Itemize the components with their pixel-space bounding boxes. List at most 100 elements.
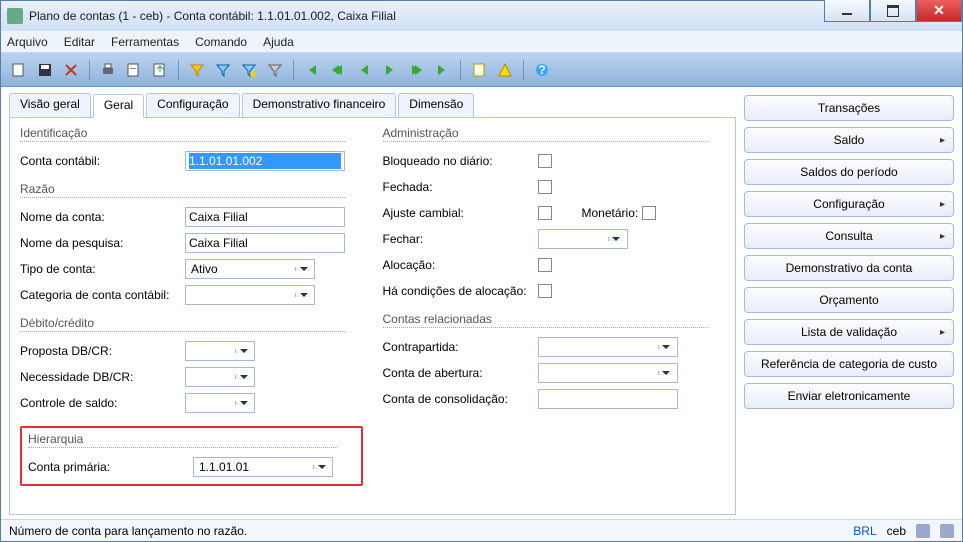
label-fechar: Fechar: — [383, 232, 538, 246]
delete-icon[interactable] — [61, 60, 81, 80]
legend-identificacao: Identificação — [20, 126, 345, 142]
button-saldos-periodo[interactable]: Saldos do período — [744, 159, 954, 185]
new-icon[interactable] — [9, 60, 29, 80]
next-icon[interactable] — [406, 60, 426, 80]
tab-dimensao[interactable]: Dimensão — [398, 93, 474, 117]
save-icon[interactable] — [35, 60, 55, 80]
tab-strip: Visão geral Geral Configuração Demonstra… — [9, 93, 736, 117]
menu-ajuda[interactable]: Ajuda — [263, 35, 294, 49]
select-contrapartida[interactable] — [538, 337, 678, 357]
select-tipo-conta[interactable]: Ativo — [185, 259, 315, 279]
legend-debcred: Débito/crédito — [20, 316, 345, 332]
button-ref-categoria[interactable]: Referência de categoria de custo — [744, 351, 954, 377]
tab-configuracao[interactable]: Configuração — [146, 93, 239, 117]
input-nome-conta[interactable] — [185, 207, 345, 227]
label-proposta: Proposta DB/CR: — [20, 344, 185, 358]
tab-demonstrativo[interactable]: Demonstrativo financeiro — [242, 93, 397, 117]
left-pane: Visão geral Geral Configuração Demonstra… — [9, 93, 736, 515]
preview-icon[interactable] — [124, 60, 144, 80]
filter2-icon[interactable] — [213, 60, 233, 80]
group-debito-credito: Débito/crédito Proposta DB/CR: Necessida… — [20, 316, 363, 416]
legend-contasrel: Contas relacionadas — [383, 312, 708, 328]
checkbox-cond-alocacao[interactable] — [538, 284, 552, 298]
status-bar: Número de conta para lançamento no razão… — [1, 519, 962, 541]
last-icon[interactable] — [432, 60, 452, 80]
title-bar: Plano de contas (1 - ceb) - Conta contáb… — [1, 1, 962, 31]
label-conta: Conta contábil: — [20, 154, 185, 168]
filter1-icon[interactable] — [187, 60, 207, 80]
fwd-icon[interactable] — [380, 60, 400, 80]
label-abertura: Conta de abertura: — [383, 366, 538, 380]
app-icon — [7, 8, 23, 24]
legend-razao: Razão — [20, 182, 345, 198]
legend-hierarquia: Hierarquia — [28, 432, 338, 448]
doc-icon[interactable] — [469, 60, 489, 80]
tab-visao-geral[interactable]: Visão geral — [9, 93, 91, 117]
label-categoria: Categoria de conta contábil: — [20, 288, 185, 302]
legend-admin: Administração — [383, 126, 708, 142]
checkbox-monetario[interactable] — [642, 206, 656, 220]
help-icon[interactable]: ? — [532, 60, 552, 80]
close-button[interactable]: ✕ — [916, 0, 962, 22]
prev-icon[interactable] — [328, 60, 348, 80]
checkbox-alocacao[interactable] — [538, 258, 552, 272]
group-identificacao: Identificação Conta contábil: — [20, 126, 363, 174]
button-configuracao[interactable]: Configuração — [744, 191, 954, 217]
button-orcamento[interactable]: Orçamento — [744, 287, 954, 313]
menu-arquivo[interactable]: Arquivo — [7, 35, 48, 49]
select-proposta[interactable] — [185, 341, 255, 361]
status-icon-1 — [916, 524, 930, 538]
tab-geral[interactable]: Geral — [93, 94, 144, 118]
export-icon[interactable] — [150, 60, 170, 80]
menu-editar[interactable]: Editar — [64, 35, 95, 49]
menu-bar: Arquivo Editar Ferramentas Comando Ajuda — [1, 31, 962, 53]
input-consolidacao[interactable] — [538, 389, 678, 409]
button-demonstrativo-conta[interactable]: Demonstrativo da conta — [744, 255, 954, 281]
menu-ferramentas[interactable]: Ferramentas — [111, 35, 179, 49]
status-company: ceb — [887, 524, 906, 538]
group-contas-relacionadas: Contas relacionadas Contrapartida: Conta… — [383, 312, 726, 412]
checkbox-ajuste[interactable] — [538, 206, 552, 220]
label-nome-pesquisa: Nome da pesquisa: — [20, 236, 185, 250]
back-icon[interactable] — [354, 60, 374, 80]
menu-comando[interactable]: Comando — [195, 35, 247, 49]
maximize-button[interactable] — [870, 0, 916, 22]
select-conta-primaria[interactable]: 1.1.01.01 — [193, 457, 333, 477]
label-necessidade: Necessidade DB/CR: — [20, 370, 185, 384]
input-nome-pesquisa[interactable] — [185, 233, 345, 253]
group-administracao: Administração Bloqueado no diário: Fecha… — [383, 126, 726, 304]
filter3-icon[interactable] — [239, 60, 259, 80]
label-alocacao: Alocação: — [383, 258, 538, 272]
label-fechada: Fechada: — [383, 180, 538, 194]
label-ajuste: Ajuste cambial: — [383, 206, 538, 220]
select-categoria[interactable] — [185, 285, 315, 305]
select-abertura[interactable] — [538, 363, 678, 383]
main-area: Visão geral Geral Configuração Demonstra… — [1, 87, 962, 519]
button-enviar-eletronica[interactable]: Enviar eletronicamente — [744, 383, 954, 409]
toolbar: ? — [1, 53, 962, 87]
filter4-icon[interactable] — [265, 60, 285, 80]
print-icon[interactable] — [98, 60, 118, 80]
checkbox-bloqueado[interactable] — [538, 154, 552, 168]
label-contrapartida: Contrapartida: — [383, 340, 538, 354]
label-cond-alocacao: Há condições de alocação: — [383, 284, 538, 298]
button-transacoes[interactable]: Transações — [744, 95, 954, 121]
input-conta-contabil[interactable] — [185, 151, 345, 171]
label-bloqueado: Bloqueado no diário: — [383, 154, 538, 168]
checkbox-fechada[interactable] — [538, 180, 552, 194]
button-lista-validacao[interactable]: Lista de validação — [744, 319, 954, 345]
status-icon-2 — [940, 524, 954, 538]
alert-icon[interactable] — [495, 60, 515, 80]
label-controle: Controle de saldo: — [20, 396, 185, 410]
label-tipo-conta: Tipo de conta: — [20, 262, 185, 276]
minimize-button[interactable] — [824, 0, 870, 22]
select-fechar[interactable] — [538, 229, 628, 249]
select-necessidade[interactable] — [185, 367, 255, 387]
select-controle[interactable] — [185, 393, 255, 413]
button-saldo[interactable]: Saldo — [744, 127, 954, 153]
button-consulta[interactable]: Consulta — [744, 223, 954, 249]
label-monetario: Monetário: — [582, 206, 639, 220]
first-icon[interactable] — [302, 60, 322, 80]
group-razao: Razão Nome da conta: Nome da pesquisa: T… — [20, 182, 363, 308]
window-title: Plano de contas (1 - ceb) - Conta contáb… — [29, 9, 824, 23]
